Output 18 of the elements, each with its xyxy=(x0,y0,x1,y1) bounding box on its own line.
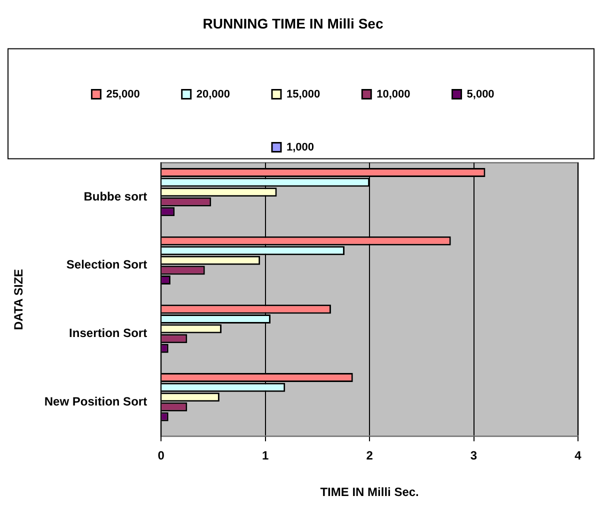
x-tick-label: 3 xyxy=(470,448,478,463)
x-tick-label: 2 xyxy=(366,448,374,463)
legend-label: 1,000 xyxy=(286,141,314,154)
x-axis-title: TIME IN Milli Sec. xyxy=(320,485,419,500)
legend-label: 20,000 xyxy=(196,88,230,100)
y-tick-label: Selection Sort xyxy=(66,258,148,272)
chart-title: RUNNING TIME IN Milli Sec xyxy=(202,15,384,32)
legend-label: 5,000 xyxy=(466,88,494,100)
y-axis-title: DATA SIZE xyxy=(12,268,26,330)
x-tick-label: 1 xyxy=(262,448,269,463)
y-tick-label: Bubbe sort xyxy=(84,189,148,204)
y-tick-label: New Position Sort xyxy=(44,394,148,408)
x-tick-label: 4 xyxy=(574,448,582,463)
legend-label: 15,000 xyxy=(286,88,320,100)
legend-label: 10,000 xyxy=(376,88,410,100)
y-tick-label: Insertion Sort xyxy=(69,326,148,340)
legend-label: 25,000 xyxy=(106,88,140,100)
x-tick-label: 0 xyxy=(158,448,165,463)
